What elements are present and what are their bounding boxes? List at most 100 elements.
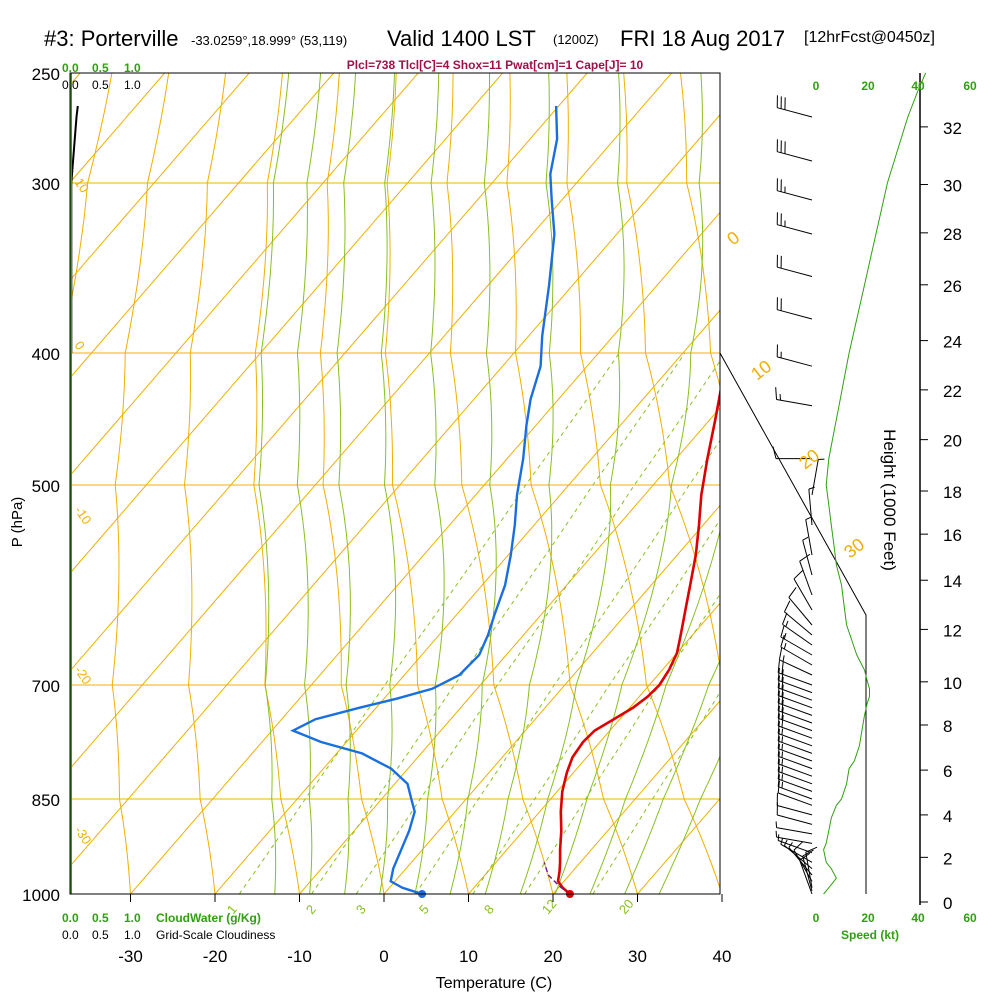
wind-barb-staff bbox=[778, 687, 813, 701]
moist-adiabat bbox=[379, 73, 397, 894]
wind-barb-staff bbox=[780, 646, 813, 666]
speed-tick-bottom: 60 bbox=[963, 911, 977, 925]
wind-barb bbox=[777, 743, 813, 770]
wind-barb-half bbox=[781, 774, 784, 781]
wind-barb bbox=[775, 387, 813, 407]
temperature-tick-label: -20 bbox=[203, 947, 228, 966]
speed-axis-label: Speed (kt) bbox=[841, 928, 899, 942]
mixing-ratio-label: 20 bbox=[616, 896, 637, 917]
height-tick-label: 28 bbox=[943, 225, 962, 244]
cloudiness-scale-bottom: 0.0 bbox=[62, 928, 79, 942]
wind-barb bbox=[777, 683, 813, 709]
wind-barb-flag bbox=[777, 675, 780, 688]
wind-barb-staff bbox=[793, 849, 813, 882]
cloudwater-scale-top: 0.0 bbox=[62, 61, 79, 75]
wind-barb-half bbox=[783, 632, 787, 640]
wind-barb bbox=[777, 774, 813, 800]
speed-tick-bottom: 0 bbox=[813, 911, 820, 925]
wind-barb bbox=[777, 660, 813, 686]
wind-barb-staff bbox=[777, 190, 813, 201]
wind-barb-staff bbox=[778, 748, 813, 762]
speed-tick-top: 0 bbox=[813, 79, 820, 93]
barb-area-boundary bbox=[719, 352, 867, 894]
series-parcel-line bbox=[543, 862, 571, 894]
wind-barb-flag bbox=[781, 669, 784, 682]
wind-barb bbox=[780, 634, 813, 666]
wind-barb bbox=[776, 793, 813, 816]
height-tick-label: 10 bbox=[943, 674, 962, 693]
wind-barb bbox=[780, 624, 813, 656]
wind-barb bbox=[776, 212, 813, 235]
wind-barb-half bbox=[781, 751, 784, 758]
isotherm-side-label: 10 bbox=[72, 175, 93, 195]
wind-barb-staff bbox=[778, 778, 813, 792]
wind-barb bbox=[777, 736, 813, 762]
wind-barb bbox=[776, 139, 813, 162]
moist-adiabat bbox=[484, 73, 554, 894]
cloudwater-label: CloudWater (g/Kg) bbox=[156, 911, 261, 925]
wind-barb-flag bbox=[780, 624, 785, 638]
height-tick-label: 26 bbox=[943, 277, 962, 296]
wind-barb-staff bbox=[780, 843, 813, 863]
wind-barb-staff bbox=[788, 597, 813, 626]
wind-barb-flag bbox=[781, 714, 784, 728]
wind-barb-staff bbox=[777, 309, 813, 320]
height-tick-label: 8 bbox=[943, 717, 952, 736]
dry-adiabat bbox=[111, 73, 170, 894]
wind-barb bbox=[777, 705, 813, 732]
valid-date: FRI 18 Aug 2017 bbox=[620, 26, 786, 51]
wind-barb-flag bbox=[777, 774, 780, 787]
wind-barb bbox=[776, 95, 813, 118]
wind-barb-staff bbox=[776, 827, 813, 835]
wind-barb-flag bbox=[793, 569, 804, 580]
dry-adiabat bbox=[446, 73, 554, 894]
height-tick-label: 4 bbox=[943, 807, 952, 826]
x-axis-label: Temperature (C) bbox=[436, 975, 552, 992]
wind-barb bbox=[799, 852, 813, 895]
wind-barb-flag bbox=[777, 766, 780, 780]
wind-barb-flag bbox=[783, 600, 791, 613]
isotherm-line bbox=[214, 309, 720, 894]
sounding-parameters: Plcl=738 Tlcl[C]=4 Shox=11 Pwat[cm]=1 Ca… bbox=[346, 58, 644, 72]
temperature-tick-label: 30 bbox=[628, 947, 647, 966]
wind-barb-flag bbox=[777, 728, 780, 742]
cloudwater-scale-top: 1.0 bbox=[124, 61, 141, 75]
valid-zulu: (1200Z) bbox=[553, 32, 599, 47]
mixing-ratio-label: 2 bbox=[303, 902, 319, 917]
wind-barb-flag bbox=[777, 690, 780, 704]
wind-barb-half bbox=[805, 516, 812, 521]
wind-barb-staff bbox=[778, 695, 813, 709]
wind-barb-staff bbox=[778, 771, 813, 785]
wind-barb bbox=[808, 486, 815, 526]
wind-barb-staff bbox=[811, 459, 819, 496]
height-tick-label: 20 bbox=[943, 432, 962, 451]
wind-barb bbox=[777, 834, 813, 854]
wind-barb bbox=[799, 553, 813, 596]
wind-barb-flag bbox=[777, 683, 780, 696]
dry-adiabat-label: 0 bbox=[723, 227, 743, 249]
dry-adiabat bbox=[959, 51, 1000, 926]
wind-barb-half bbox=[781, 728, 784, 735]
cloudwater-scale-bottom: 0.5 bbox=[92, 911, 109, 925]
wind-barb bbox=[805, 516, 813, 556]
wind-barb-staff bbox=[779, 659, 813, 676]
wind-barb-flag bbox=[777, 751, 780, 764]
moist-adiabat bbox=[658, 755, 720, 894]
wind-barb-staff bbox=[784, 611, 813, 636]
wind-barb-staff bbox=[777, 814, 813, 825]
wind-barb bbox=[777, 675, 813, 701]
isotherm-line bbox=[552, 700, 720, 894]
wind-barb-staff bbox=[778, 672, 813, 686]
pressure-tick-label: 700 bbox=[32, 677, 60, 696]
wind-barb-flag bbox=[772, 446, 777, 459]
moist-adiabat bbox=[336, 73, 356, 894]
wind-barb-flag bbox=[781, 684, 784, 697]
temperature-tick-label: -10 bbox=[287, 947, 312, 966]
cloudiness-scale-top: 0.5 bbox=[92, 78, 109, 92]
moist-adiabat bbox=[258, 73, 290, 894]
station-name: #3: Porterville bbox=[44, 26, 179, 51]
series-temperature-line bbox=[556, 386, 720, 894]
cloudiness-scale-top: 0.0 bbox=[62, 78, 79, 92]
isotherm-line bbox=[70, 73, 335, 379]
